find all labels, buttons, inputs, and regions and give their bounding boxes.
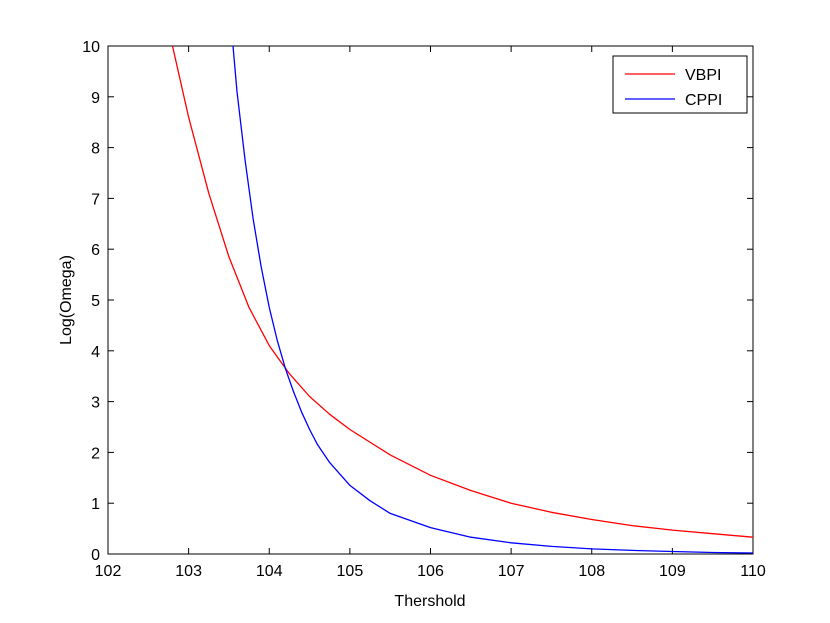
y-tick-label: 2 <box>91 445 100 462</box>
x-tick-label: 105 <box>337 563 364 580</box>
y-tick-label: 4 <box>91 344 100 361</box>
legend: VBPI CPPI <box>612 55 748 114</box>
series-line-vbpi <box>171 45 754 538</box>
x-tick-label: 102 <box>95 563 122 580</box>
y-tick-label: 9 <box>91 90 100 107</box>
series-layer <box>171 45 754 554</box>
y-tick-label: 10 <box>82 39 100 56</box>
x-tick-label: 108 <box>578 563 605 580</box>
x-tick-label: 103 <box>175 563 202 580</box>
legend-label-vbpi: VBPI <box>685 67 721 84</box>
legend-box <box>612 55 748 114</box>
x-tick-label: 107 <box>498 563 525 580</box>
x-tick-label: 110 <box>740 563 766 580</box>
plot-area <box>107 45 754 555</box>
x-tick-label: 106 <box>417 563 444 580</box>
y-tick-label: 0 <box>91 547 100 564</box>
y-tick-label: 7 <box>91 191 100 208</box>
y-tick-label: 3 <box>91 395 100 412</box>
y-tick-label: 6 <box>91 242 100 259</box>
y-tick-label: 1 <box>91 496 100 513</box>
y-tick-label: 8 <box>91 141 100 158</box>
y-axis-ticks: 0 1 2 3 4 5 6 7 8 9 10 <box>82 39 753 564</box>
legend-label-cppi: CPPI <box>685 92 722 109</box>
x-tick-label: 109 <box>659 563 686 580</box>
x-tick-label: 104 <box>256 563 283 580</box>
y-axis-title: Log(Omega) <box>58 255 75 345</box>
series-line-cppi <box>232 45 754 554</box>
x-axis-title: Thershold <box>394 593 465 610</box>
y-tick-label: 5 <box>91 293 100 310</box>
